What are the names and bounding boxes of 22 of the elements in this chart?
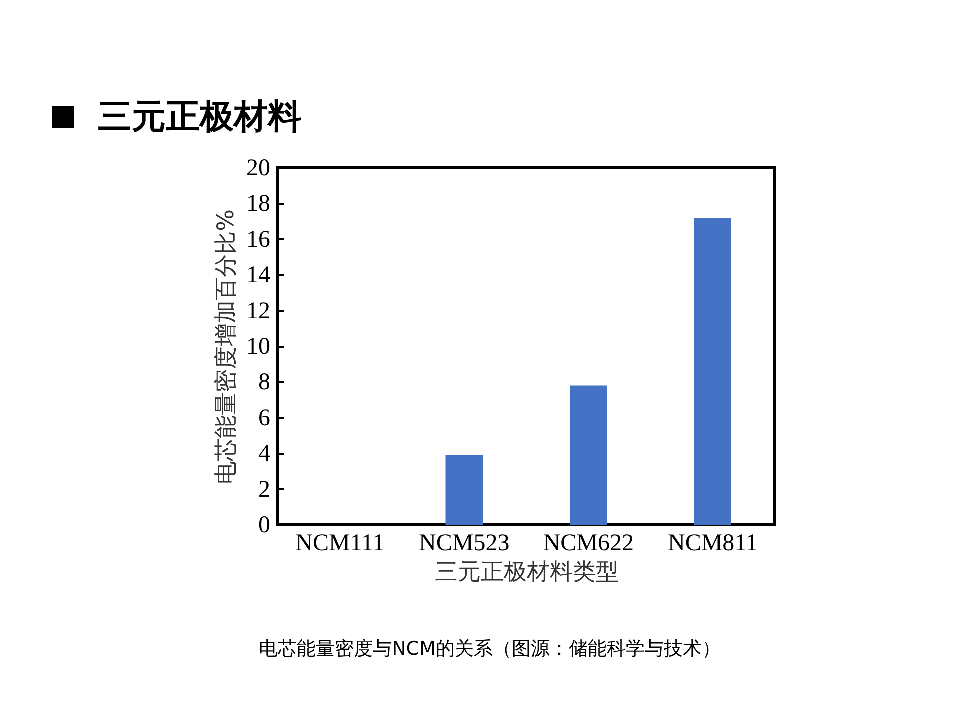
y-axis-title: 电芯能量密度增加百分比%: [214, 210, 240, 484]
y-tick-label: 0: [258, 512, 270, 538]
x-tick-label: NCM523: [419, 530, 510, 556]
y-tick-label: 16: [246, 226, 270, 253]
y-tick-label: 4: [258, 441, 270, 468]
x-tick-label: NCM111: [296, 530, 385, 556]
y-tick-label: 10: [246, 334, 270, 360]
y-tick-label: 2: [258, 476, 270, 503]
y-tick-label: 8: [258, 370, 270, 396]
x-tick-label: NCM811: [668, 530, 758, 556]
y-tick-label: 18: [246, 191, 270, 218]
bar: [570, 386, 608, 525]
bar: [446, 455, 484, 525]
y-tick-label: 14: [246, 262, 270, 289]
chart-title: 三元正极材料: [98, 96, 302, 139]
x-axis-title: 三元正极材料类型: [435, 560, 619, 586]
y-tick-label: 20: [246, 156, 270, 182]
x-tick-label: NCM622: [543, 530, 634, 556]
bar: [694, 218, 732, 525]
y-tick-label: 12: [246, 298, 270, 324]
y-tick-label: 6: [258, 405, 270, 432]
text: 电芯能量密度与NCM的关系（图源：储能科学与技术）: [258, 637, 722, 662]
